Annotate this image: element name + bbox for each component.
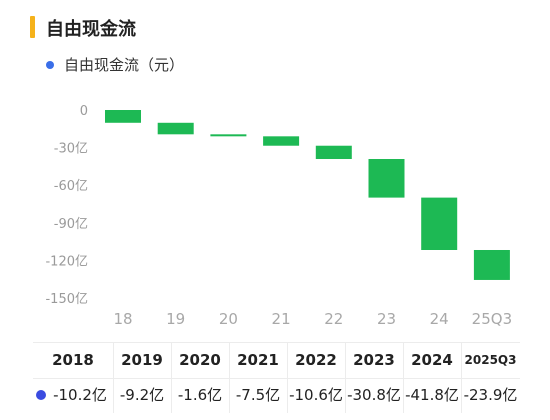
x-tick-label: 21 [272, 310, 291, 328]
table-divider [287, 343, 288, 413]
table-row: -10.2亿 -9.2亿 -1.6亿 -7.5亿 -10.6亿 -30.8亿 -41.8亿 -… [33, 378, 520, 413]
bar-23[interactable] [368, 159, 405, 198]
y-tick-label: -150亿 [45, 292, 88, 307]
table-header-cell: 2023 [353, 351, 395, 369]
table-divider [171, 343, 172, 413]
table-cell: -9.2亿 [119, 386, 165, 404]
table-header-cell: 2018 [52, 351, 94, 369]
table-header-cell: 2021 [237, 351, 279, 369]
y-tick-label: -60亿 [54, 179, 88, 194]
chart-title: 自由现金流 [46, 19, 136, 40]
table-cell: -30.8亿 [347, 386, 401, 404]
x-tick-label: 25Q3 [472, 310, 512, 328]
table-cell: -10.6亿 [289, 386, 343, 404]
table-divider [345, 343, 346, 413]
table-cell: -23.9亿 [463, 386, 518, 404]
table-cell: -10.2亿 [53, 386, 107, 404]
x-tick-label: 18 [113, 310, 132, 328]
bar-24[interactable] [421, 197, 458, 250]
table-cell: -7.5亿 [235, 386, 281, 404]
table-header-cell: 2022 [295, 351, 337, 369]
y-tick-label: -120亿 [45, 254, 88, 269]
table-divider [229, 343, 230, 413]
data-table: 2018 2019 2020 2021 2022 2023 2024 2025Q3 -10.2… [33, 342, 520, 413]
bar-series [105, 110, 510, 280]
table-header-cell: 2020 [179, 351, 221, 369]
table-divider [113, 343, 114, 413]
table-divider [403, 343, 404, 413]
table-header-row: 2018 2019 2020 2021 2022 2023 2024 2025Q3 [33, 343, 520, 379]
waterfall-chart: 0 -30亿 -60亿 -90亿 -120亿 -150亿 18 19 20 21 22 23 24 25… [45, 104, 512, 328]
legend-label: 自由现金流（元） [64, 56, 185, 74]
x-tick-label: 22 [324, 310, 343, 328]
y-tick-label: 0 [80, 104, 88, 119]
bar-22[interactable] [315, 145, 352, 160]
table-divider [461, 343, 462, 413]
chart-legend[interactable]: 自由现金流（元） [46, 54, 184, 75]
bar-18[interactable] [105, 110, 141, 123]
bar-20[interactable] [210, 134, 247, 137]
bar-21[interactable] [263, 136, 300, 146]
series-dot-icon [36, 390, 46, 400]
y-tick-label: -90亿 [54, 217, 88, 232]
x-axis: 18 19 20 21 22 23 24 25Q3 [113, 310, 512, 328]
legend-dot-icon [46, 60, 54, 69]
title-accent-bar [30, 16, 35, 38]
table-cell: -41.8亿 [405, 386, 459, 404]
bar-19[interactable] [157, 122, 194, 135]
bar-25Q3[interactable] [473, 249, 510, 280]
y-axis: 0 -30亿 -60亿 -90亿 -120亿 -150亿 [45, 104, 88, 307]
table-header-cell: 2025Q3 [464, 353, 517, 367]
y-tick-label: -30亿 [54, 142, 88, 157]
table-header-cell: 2024 [411, 351, 453, 369]
x-tick-label: 24 [430, 310, 449, 328]
table-cell: -1.6亿 [177, 386, 223, 404]
x-tick-label: 20 [219, 310, 238, 328]
table-header-cell: 2019 [121, 351, 163, 369]
x-tick-label: 23 [377, 310, 396, 328]
x-tick-label: 19 [166, 310, 185, 328]
